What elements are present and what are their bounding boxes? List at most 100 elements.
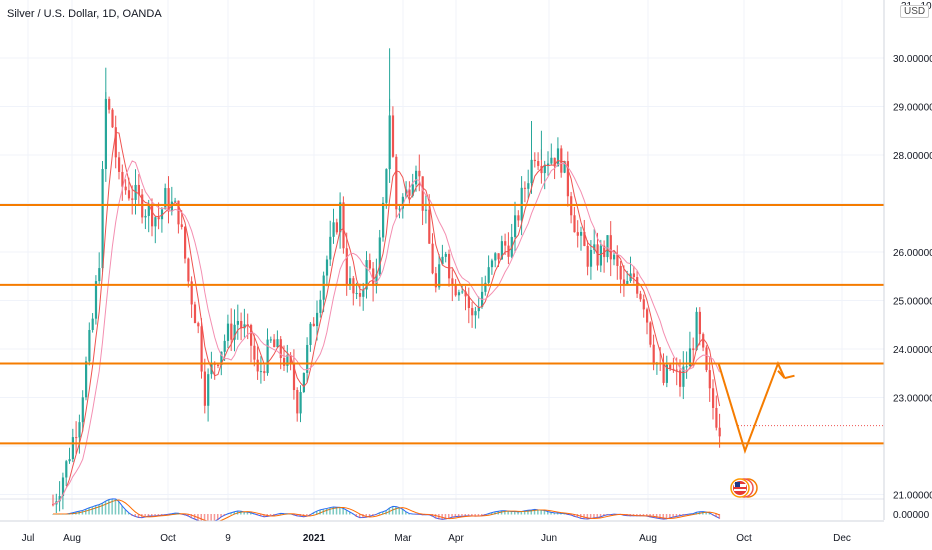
candle-body: [292, 364, 296, 391]
candle-body: [273, 339, 276, 348]
y-tick-label: 24.00000: [893, 345, 932, 356]
candle-body: [236, 321, 239, 325]
candle-body: [652, 344, 655, 365]
oscillator-bar: [358, 514, 361, 519]
currency-badge[interactable]: USD: [900, 5, 930, 18]
oscillator-bar: [299, 514, 301, 517]
oscillator-bar: [151, 514, 153, 517]
candle-body: [553, 157, 556, 167]
candle-body: [137, 184, 140, 195]
candle-body: [312, 323, 315, 327]
oscillator-bar: [537, 509, 539, 515]
oscillator-bar: [712, 514, 714, 516]
candle-body: [266, 339, 269, 374]
oscillator-bar: [454, 514, 457, 518]
candle-body: [253, 345, 256, 360]
y-tick-label: 25.00000: [893, 297, 932, 308]
candle-body: [692, 348, 695, 351]
candle-body: [167, 188, 170, 212]
candle-body: [111, 109, 114, 128]
candle-body: [78, 422, 81, 438]
candle-body: [118, 157, 121, 172]
candle-body: [68, 459, 71, 462]
oscillator-bar: [471, 514, 473, 517]
oscillator-bar: [52, 514, 54, 515]
oscillator-bar: [61, 514, 64, 515]
candle-body: [649, 322, 652, 345]
candle-body: [316, 312, 319, 327]
oscillator-bar: [702, 511, 704, 515]
oscillator-bar: [474, 514, 476, 517]
candle-body: [299, 392, 302, 414]
candle-body: [415, 170, 418, 185]
candle-body: [672, 368, 675, 370]
oscillator-bar: [207, 514, 209, 523]
projection-zigzag: [717, 360, 786, 454]
candle-body: [708, 370, 711, 389]
x-tick-label: Jun: [541, 533, 557, 544]
oscillator-bar: [649, 514, 651, 518]
candle-body: [319, 299, 322, 313]
candle-body: [349, 278, 352, 286]
moving-average-fast: [52, 131, 721, 505]
candle-body: [679, 370, 682, 387]
candle-body: [698, 311, 701, 335]
candle-body: [705, 347, 708, 371]
candle-body: [250, 325, 253, 346]
candle-body: [131, 198, 134, 200]
oscillator-bar: [335, 507, 338, 515]
oscillator-bar: [378, 512, 381, 515]
candle-body: [619, 265, 622, 280]
projection-arrow-head: [784, 374, 795, 380]
oscillator-bar: [580, 514, 582, 519]
oscillator-bar: [510, 511, 513, 515]
oscillator-bar: [352, 513, 354, 515]
candle-body: [490, 260, 494, 268]
candle-body: [121, 171, 124, 187]
oscillator-bar: [669, 514, 671, 519]
candle-body: [586, 245, 589, 267]
oscillator-bar: [325, 508, 328, 515]
candle-body: [385, 169, 388, 203]
oscillator-bar: [65, 514, 67, 515]
oscillator-bar: [339, 507, 341, 515]
oscillator-bar: [71, 512, 74, 515]
oscillator-bar: [187, 514, 189, 517]
candle-body: [335, 222, 338, 233]
candle-body: [477, 307, 480, 312]
candle-body: [421, 176, 424, 211]
oscillator-bar: [477, 514, 480, 517]
candle-body: [606, 235, 609, 258]
candle-body: [609, 235, 612, 260]
oscillator-bar: [675, 514, 678, 517]
candle-body: [537, 161, 540, 166]
oscillator-bar: [345, 510, 348, 515]
oscillator-bar: [342, 508, 344, 515]
oscillator-bar: [197, 514, 199, 521]
candle-body: [457, 292, 461, 296]
oscillator-bar: [428, 514, 430, 516]
candle-body: [325, 259, 329, 276]
candle-body: [573, 215, 576, 233]
x-tick-label: 9: [225, 533, 231, 544]
oscillator-bar: [236, 511, 239, 515]
oscillator-bar: [484, 514, 486, 516]
candle-body: [622, 279, 626, 285]
oscillator-bar: [679, 514, 681, 517]
oscillator-bar: [523, 510, 526, 515]
candle-body: [576, 232, 579, 236]
candle-body: [665, 364, 668, 383]
oscillator-bar: [533, 509, 536, 515]
oscillator-bar: [121, 506, 123, 515]
oscillator-bar: [200, 514, 202, 523]
candle-body: [695, 311, 698, 351]
oscillator-bar: [391, 506, 394, 515]
candle-body: [523, 187, 527, 189]
candle-body: [306, 344, 309, 373]
candle-body: [530, 159, 533, 184]
oscillator-bar: [613, 514, 615, 515]
oscillator-bar: [520, 511, 523, 515]
oscillator-bar: [609, 514, 612, 516]
candle-body: [154, 217, 157, 227]
